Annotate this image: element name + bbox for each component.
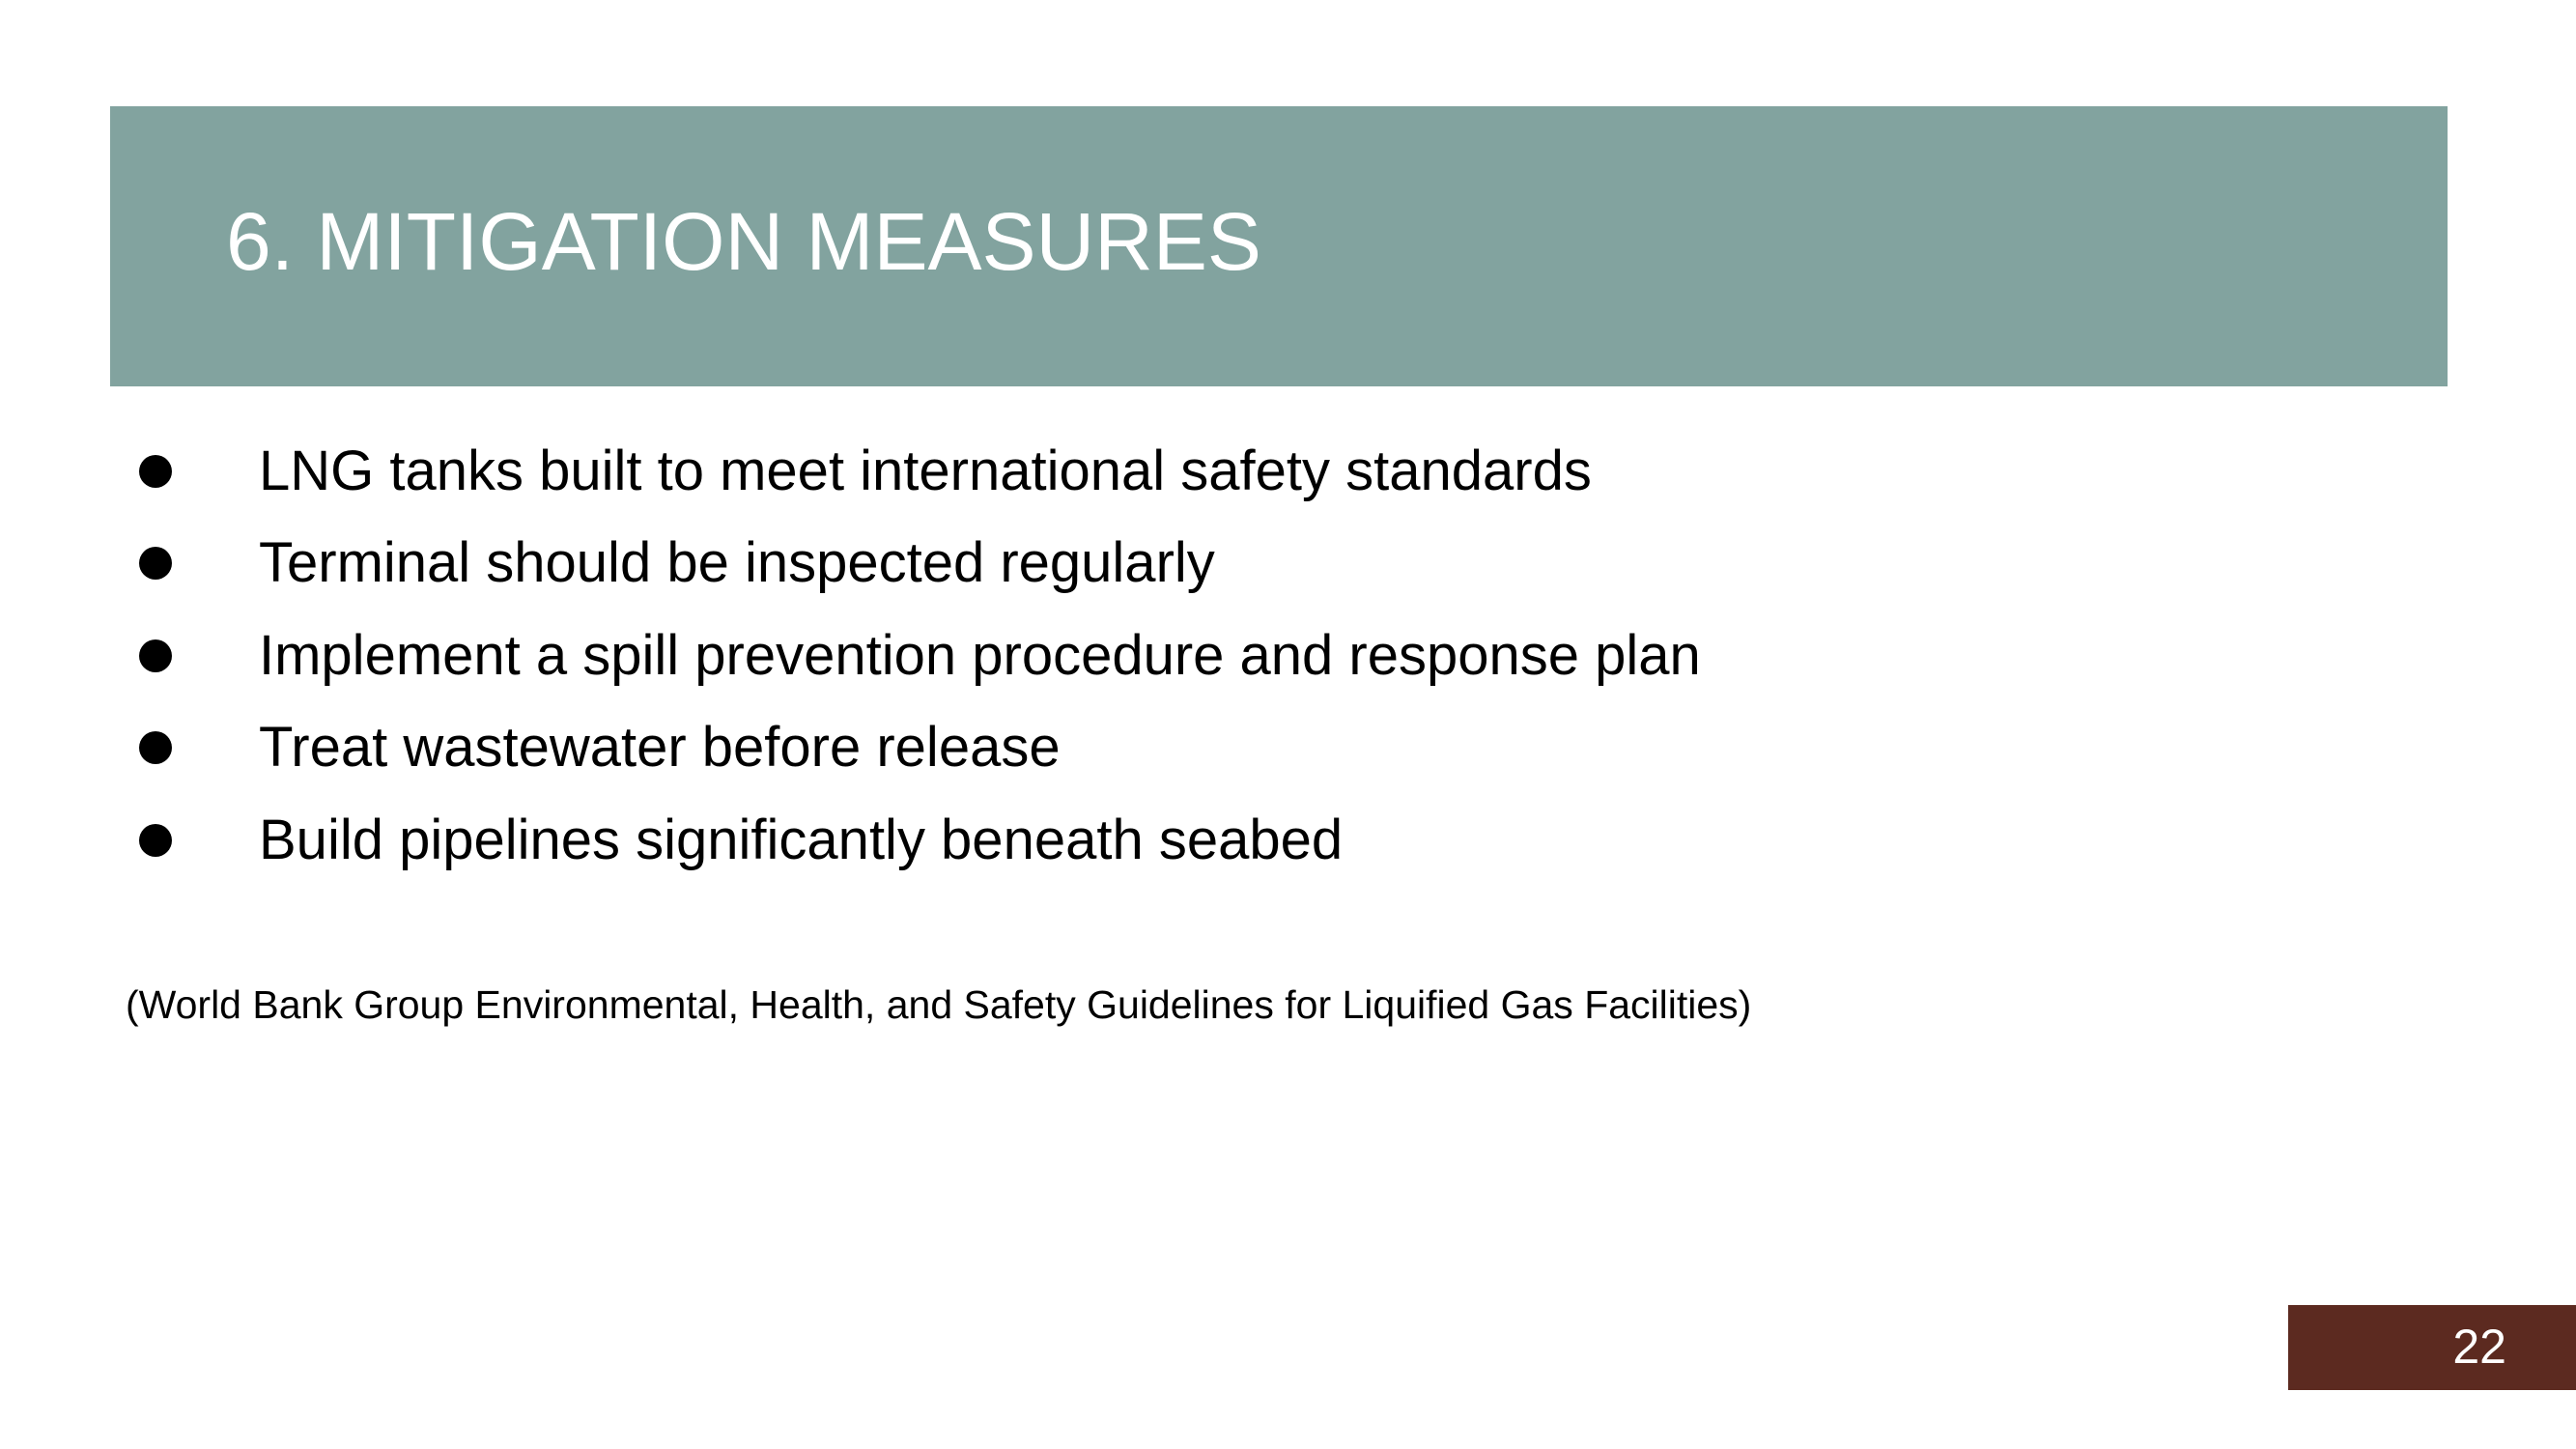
bullet-item: Treat wastewater before release xyxy=(133,702,1701,795)
bullet-item: Terminal should be inspected regularly xyxy=(133,518,1701,611)
bullet-item: Build pipelines significantly beneath se… xyxy=(133,794,1701,887)
page-number: 22 xyxy=(2452,1320,2506,1374)
bullet-item: LNG tanks built to meet international sa… xyxy=(133,425,1701,518)
bullet-dot-icon xyxy=(139,454,172,488)
bullet-text: LNG tanks built to meet international sa… xyxy=(259,439,1592,502)
bullet-text: Terminal should be inspected regularly xyxy=(259,531,1215,595)
bullet-dot-icon xyxy=(139,547,172,581)
slide-title: 6. MITIGATION MEASURES xyxy=(226,196,1261,287)
bullet-item: Implement a spill prevention procedure a… xyxy=(133,610,1701,702)
title-band: 6. MITIGATION MEASURES xyxy=(110,106,2448,386)
bullet-dot-icon xyxy=(139,731,172,765)
bullet-text: Treat wastewater before release xyxy=(259,716,1061,780)
bullet-dot-icon xyxy=(139,823,172,857)
bullet-dot-icon xyxy=(139,639,172,672)
page-number-box: 22 xyxy=(2288,1305,2576,1390)
bullet-text: Build pipelines significantly beneath se… xyxy=(259,808,1344,871)
bullet-list: LNG tanks built to meet international sa… xyxy=(133,425,1701,887)
bullet-text: Implement a spill prevention procedure a… xyxy=(259,623,1701,687)
source-citation: (World Bank Group Environmental, Health,… xyxy=(126,982,1752,1027)
